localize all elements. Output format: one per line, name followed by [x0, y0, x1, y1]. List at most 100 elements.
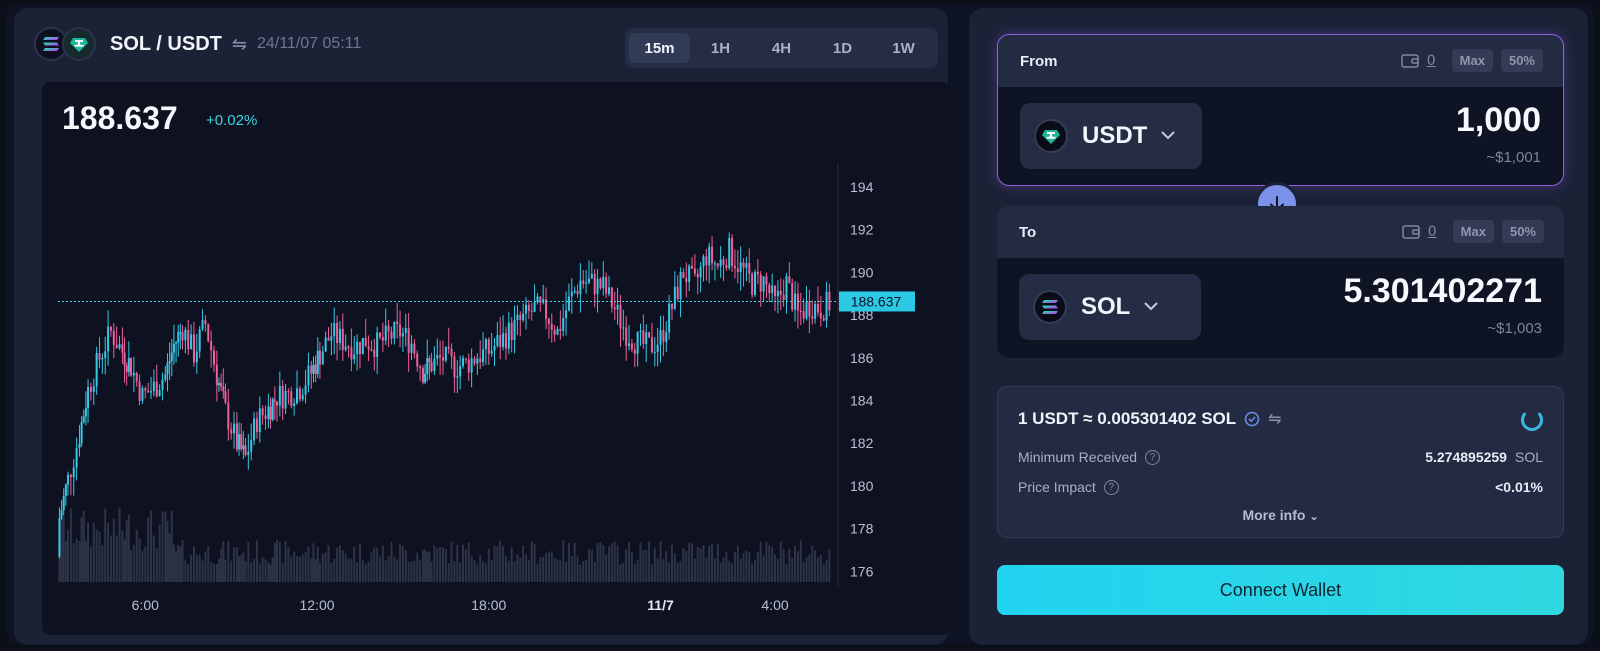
volume-bar: [610, 543, 613, 582]
candle-body: [436, 355, 439, 359]
volume-bar: [676, 563, 679, 582]
candle-body: [227, 402, 230, 430]
candle-body: [212, 350, 216, 365]
candle-body: [404, 328, 407, 334]
volume-bar: [324, 552, 327, 582]
candle-body: [69, 474, 72, 478]
volume-bar: [184, 560, 187, 582]
candle-body: [645, 332, 648, 344]
from-half-button[interactable]: 50%: [1500, 49, 1543, 72]
price-chart[interactable]: 194 192 190 188 186 184 182 180 178 176 6:00 12:00 1…: [42, 82, 950, 635]
volume-bar: [172, 544, 175, 582]
volume-bar: [273, 543, 276, 582]
candle-body: [287, 390, 290, 393]
candle-body: [87, 386, 90, 409]
candle-body: [459, 366, 462, 377]
candle-body: [522, 313, 525, 321]
candle-body: [562, 317, 565, 332]
volume-bar: [179, 546, 182, 582]
candle-body: [762, 276, 765, 292]
chevron-down-icon: [1144, 299, 1159, 315]
timeframe-15m[interactable]: 15m: [629, 33, 690, 63]
candle-body: [605, 276, 608, 294]
candle-body: [95, 353, 98, 387]
from-max-button[interactable]: Max: [1451, 49, 1493, 72]
volume-bar: [585, 560, 588, 582]
volume-bar: [72, 542, 75, 582]
refresh-spinner-icon[interactable]: [1521, 409, 1543, 431]
volume-bar: [567, 542, 570, 582]
candle-body: [656, 344, 659, 352]
candle-body: [530, 310, 533, 312]
swap-pair-icon[interactable]: ⇋: [231, 33, 247, 55]
to-token-select[interactable]: SOL: [1019, 274, 1201, 340]
volume-bar: [670, 544, 673, 582]
candle-body: [255, 418, 258, 433]
candle-body: [269, 406, 272, 420]
volume-bar: [367, 561, 370, 582]
volume-bar: [287, 547, 290, 582]
timeframe-4h[interactable]: 4H: [771, 39, 792, 57]
timeframe-1d[interactable]: 1D: [832, 39, 853, 57]
min-received-label: Minimum Received: [1018, 449, 1138, 465]
y-tick-label: 190: [850, 264, 874, 280]
volume-bar: [407, 561, 410, 582]
volume-bar: [576, 556, 579, 582]
more-info-label: More info: [1242, 507, 1306, 523]
volume-bar: [233, 547, 236, 582]
help-icon[interactable]: ?: [1145, 449, 1161, 465]
volume-bar: [381, 545, 384, 582]
volume-bar: [493, 545, 496, 582]
candle-body: [58, 518, 61, 557]
to-max-button[interactable]: Max: [1452, 220, 1494, 243]
from-amount-input[interactable]: 1,000: [1455, 101, 1541, 139]
invert-rate-icon[interactable]: ⇋: [1268, 411, 1282, 428]
candle-body: [630, 343, 633, 350]
volume-bar: [230, 560, 233, 582]
candle-body: [582, 280, 585, 284]
from-token-select[interactable]: USDT: [1020, 103, 1202, 169]
volume-bar: [659, 540, 662, 582]
candle-body: [426, 357, 429, 374]
candle-body: [253, 418, 256, 441]
candle-body: [633, 349, 636, 354]
timeframe-1w[interactable]: 1W: [892, 39, 915, 57]
candle-body: [688, 265, 691, 282]
to-half-button[interactable]: 50%: [1501, 220, 1544, 243]
volume-bar: [195, 554, 198, 582]
volume-bar: [78, 540, 81, 582]
candle-body: [608, 287, 611, 294]
from-token-name: USDT: [1082, 122, 1148, 149]
candle-body: [625, 327, 628, 346]
volume-bar: [688, 542, 691, 582]
from-label: From: [1020, 53, 1058, 70]
candle-body: [201, 320, 204, 330]
candle-body: [155, 381, 158, 397]
candle-body: [224, 391, 227, 403]
help-icon[interactable]: ?: [1103, 479, 1119, 495]
volume-bar: [530, 541, 533, 582]
candle-body: [64, 484, 67, 497]
volume-bar: [771, 546, 774, 582]
candle-body: [60, 509, 63, 519]
volume-bar: [430, 561, 433, 582]
candle-body: [312, 364, 315, 374]
connect-wallet-button[interactable]: Connect Wallet: [997, 565, 1564, 615]
candle-body: [782, 294, 785, 300]
volume-bar: [310, 558, 313, 582]
candle-body: [822, 318, 825, 321]
volume-bar: [253, 558, 256, 582]
more-info-toggle[interactable]: More info ⌄: [998, 507, 1563, 523]
volume-bar: [522, 545, 525, 582]
candle-body: [659, 329, 662, 345]
volume-bar: [421, 550, 424, 582]
volume-bar: [181, 540, 184, 582]
candle-body: [353, 354, 356, 360]
candle-body: [152, 381, 155, 392]
candle-body: [316, 350, 319, 375]
candle-body: [814, 303, 817, 319]
candle-body: [416, 353, 419, 367]
candle-body: [444, 346, 447, 361]
timeframe-1h[interactable]: 1H: [710, 39, 731, 57]
volume-bar: [401, 546, 404, 582]
